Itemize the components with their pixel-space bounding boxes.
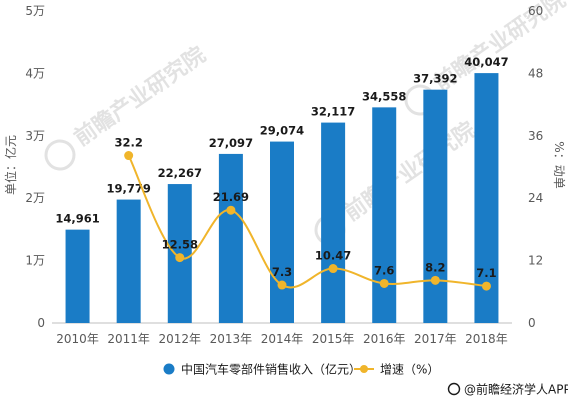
x-axis-tick-label: 2015年 (312, 332, 355, 346)
line-point (431, 276, 440, 285)
x-axis-tick-label: 2012年 (159, 332, 202, 346)
y-axis-left-tick-label: 4万 (25, 66, 45, 80)
y-axis-right-tick-label: 48 (528, 66, 543, 80)
bar-data-label: 34,558 (362, 89, 406, 103)
x-axis-tick-label: 2016年 (363, 332, 406, 346)
line-data-label: 7.1 (476, 266, 496, 280)
bar (321, 123, 345, 323)
y-axis-right-tick-label: 0 (528, 316, 536, 330)
line-data-label: 7.3 (272, 265, 292, 279)
legend-line-label: 增速（%） (380, 363, 439, 377)
x-axis-tick-label: 2017年 (414, 332, 457, 346)
bar (66, 230, 90, 323)
bar (219, 154, 243, 323)
bar-data-label: 22,267 (158, 166, 202, 180)
x-axis-tick-label: 2018年 (465, 332, 508, 346)
y-axis-right-tick-label: 12 (528, 254, 543, 268)
line-point (226, 206, 235, 215)
bar (372, 107, 396, 323)
x-axis-tick-label: 2014年 (261, 332, 304, 346)
y-axis-left-tick-label: 1万 (25, 254, 45, 268)
y-axis-right-ticks: 0 12 24 36 48 60 (528, 4, 543, 330)
bar-data-label: 27,097 (209, 136, 253, 150)
bar (270, 142, 294, 323)
line-point (329, 264, 338, 273)
x-axis-tick-label: 2010年 (56, 332, 99, 346)
y-axis-right-title: %：动单 (552, 141, 566, 188)
x-axis-tick-label: 2013年 (210, 332, 253, 346)
y-axis-left-tick-label: 5万 (25, 4, 45, 18)
legend-line-marker-dot (360, 365, 368, 373)
line-point (124, 151, 133, 160)
watermark-text: 前瞻产业研究院 (339, 117, 480, 227)
source-logo-icon (449, 384, 460, 395)
legend: 中国汽车零部件销售收入（亿元） 增速（%） (164, 362, 440, 377)
legend-bar-label: 中国汽车零部件销售收入（亿元） (181, 362, 361, 377)
line-point (380, 279, 389, 288)
source-footer: @前瞻经济学人APP (449, 382, 568, 397)
y-axis-left-title: 单位：亿元 (3, 135, 18, 195)
bar (423, 90, 447, 323)
line-data-label: 12.58 (162, 238, 198, 252)
line-data-label: 8.2 (425, 260, 445, 274)
bar-data-label: 14,961 (55, 212, 99, 226)
y-axis-right-tick-label: 24 (528, 191, 543, 205)
y-axis-left-tick-label: 3万 (25, 129, 45, 143)
bar-data-label: 40,047 (464, 55, 508, 69)
line-data-label: 21.69 (213, 190, 249, 204)
line-point (278, 281, 287, 290)
bar-data-label: 37,392 (413, 72, 457, 86)
line-point (482, 282, 491, 291)
line-data-label: 32.2 (114, 136, 142, 150)
bar-data-label: 29,074 (260, 124, 304, 138)
x-axis-ticks: 2010年 2011年 2012年 2013年 2014年 2015年 2016年 2017年… (56, 332, 507, 346)
y-axis-right-tick-label: 36 (528, 129, 543, 143)
y-axis-right-tick-label: 60 (528, 4, 543, 18)
y-axis-left-tick-label: 0 (37, 316, 45, 330)
legend-bar-marker (164, 364, 175, 375)
y-axis-left-ticks: 0 1万 2万 3万 4万 5万 (25, 4, 45, 330)
x-axis-tick-label: 2011年 (107, 332, 150, 346)
line-data-label: 7.6 (374, 263, 394, 277)
bar (117, 200, 141, 323)
line-point (175, 253, 184, 262)
y-axis-left-tick-label: 2万 (25, 191, 45, 205)
line-data-label: 10.47 (315, 249, 351, 263)
bar-data-label: 32,117 (311, 105, 355, 119)
source-text: @前瞻经济学人APP (464, 382, 568, 397)
